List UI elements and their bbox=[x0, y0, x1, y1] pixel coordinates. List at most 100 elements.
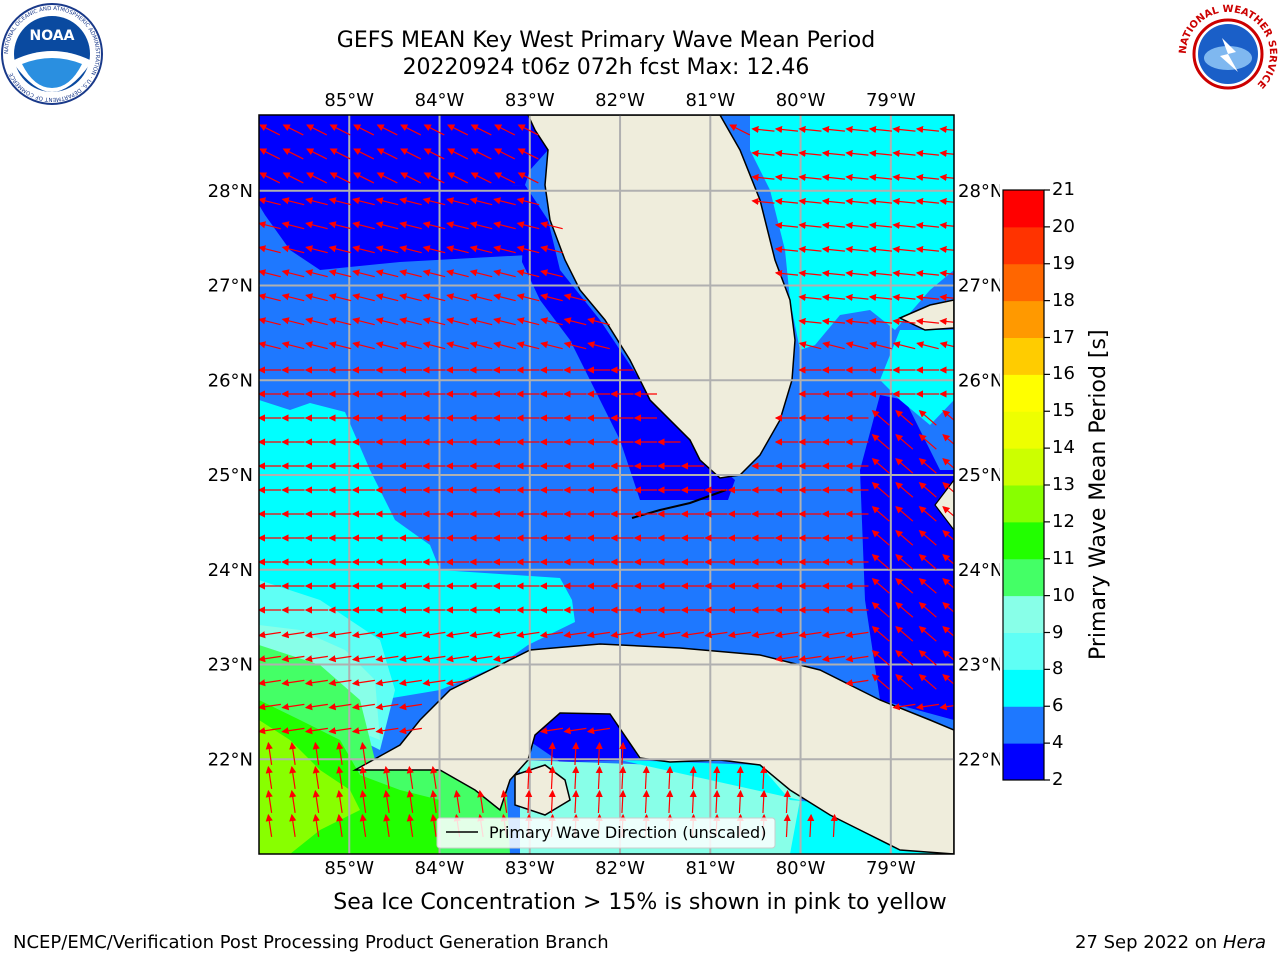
wave-direction-arrow bbox=[942, 578, 954, 589]
wave-direction-arrow bbox=[328, 655, 352, 663]
wave-direction-arrow bbox=[942, 482, 954, 493]
wave-direction-arrow bbox=[517, 172, 539, 184]
wave-direction-arrow bbox=[895, 626, 914, 642]
wave-direction-arrow bbox=[548, 789, 556, 814]
wave-direction-arrow bbox=[400, 124, 422, 136]
wave-direction-arrow bbox=[892, 221, 916, 230]
wave-direction-arrow bbox=[305, 245, 328, 254]
wave-direction-arrow bbox=[406, 813, 414, 837]
wave-direction-arrow bbox=[446, 293, 469, 302]
wave-direction-arrow bbox=[915, 173, 940, 182]
wave-direction-arrow bbox=[289, 741, 297, 765]
wave-direction-arrow bbox=[399, 269, 422, 278]
wave-direction-arrow bbox=[312, 789, 320, 813]
wave-direction-arrow bbox=[500, 789, 508, 813]
wave-direction-arrow bbox=[281, 727, 305, 735]
wave-direction-arrow bbox=[871, 458, 890, 474]
wave-direction-arrow bbox=[751, 197, 775, 206]
wave-direction-arrow bbox=[666, 789, 674, 814]
wave-direction-arrow bbox=[587, 317, 610, 326]
wave-direction-arrow bbox=[375, 703, 399, 711]
wave-direction-arrow bbox=[918, 506, 937, 522]
wave-direction-arrow bbox=[353, 148, 375, 160]
wave-direction-arrow bbox=[548, 741, 556, 766]
wave-direction-arrow bbox=[572, 789, 580, 814]
wave-direction-arrow bbox=[517, 124, 539, 136]
wave-direction-arrow bbox=[304, 679, 328, 687]
wave-direction-arrow bbox=[375, 293, 399, 302]
wave-direction-arrow bbox=[869, 341, 892, 350]
wave-direction-arrow bbox=[516, 341, 540, 350]
wave-direction-arrow bbox=[871, 434, 890, 450]
wave-direction-arrow bbox=[895, 554, 914, 570]
wave-direction-arrow bbox=[470, 172, 492, 184]
wave-direction-arrow bbox=[306, 172, 328, 184]
wave-direction-arrow bbox=[447, 172, 469, 184]
wave-direction-arrow bbox=[281, 631, 305, 639]
wave-direction-arrow bbox=[493, 245, 516, 254]
wave-direction-arrow bbox=[289, 789, 297, 813]
wave-direction-arrow bbox=[563, 341, 587, 350]
date-value: 27 Sep 2022 on bbox=[1075, 932, 1223, 953]
wave-direction-arrow bbox=[586, 727, 610, 735]
wave-direction-arrow bbox=[351, 655, 375, 663]
wave-direction-arrow bbox=[259, 703, 281, 711]
region-period-12-13 bbox=[259, 720, 360, 854]
wave-direction-arrow bbox=[328, 245, 352, 254]
wave-direction-arrow bbox=[328, 317, 352, 326]
wave-direction-arrow bbox=[548, 765, 556, 790]
wave-direction-arrow bbox=[845, 631, 869, 639]
wave-direction-arrow bbox=[783, 789, 791, 814]
wave-direction-arrow bbox=[376, 172, 398, 184]
wave-direction-arrow bbox=[516, 221, 540, 230]
wave-direction-arrow bbox=[422, 631, 446, 639]
wave-direction-arrow bbox=[259, 679, 281, 687]
wave-direction-arrow bbox=[375, 727, 399, 735]
wave-direction-arrow bbox=[494, 172, 516, 184]
wave-direction-arrow bbox=[312, 741, 320, 765]
colorbar-tick-label: 18 bbox=[1052, 289, 1075, 311]
wave-direction-arrow bbox=[915, 293, 940, 302]
colorbar-tick-label: 4 bbox=[1052, 732, 1064, 754]
wave-direction-arrow bbox=[774, 631, 798, 639]
wave-direction-arrow bbox=[942, 434, 954, 445]
wave-direction-arrow bbox=[351, 727, 375, 735]
wave-direction-arrow bbox=[399, 245, 422, 254]
wave-direction-arrow bbox=[619, 789, 627, 814]
wave-direction-arrow bbox=[336, 813, 344, 837]
wave-direction-arrow bbox=[895, 674, 914, 690]
wave-direction-arrow bbox=[563, 317, 587, 326]
wave-direction-arrow bbox=[328, 703, 352, 711]
wave-direction-arrow bbox=[892, 341, 916, 350]
wave-direction-arrow bbox=[375, 317, 399, 326]
wave-direction-arrow bbox=[359, 813, 367, 837]
wave-direction-arrow bbox=[939, 703, 954, 711]
wave-direction-arrow bbox=[868, 293, 893, 302]
wave-direction-arrow bbox=[774, 221, 799, 230]
wave-direction-arrow bbox=[868, 245, 893, 254]
wave-direction-arrow bbox=[895, 530, 914, 546]
lon-tick-label: 82°W bbox=[595, 858, 645, 879]
wave-direction-arrow bbox=[312, 765, 320, 789]
wave-direction-arrow bbox=[329, 124, 351, 136]
wave-direction-arrow bbox=[821, 245, 846, 254]
lon-tick-label: 85°W bbox=[324, 858, 374, 879]
wave-direction-arrow bbox=[259, 148, 281, 160]
lon-tick-label: 83°W bbox=[505, 90, 555, 111]
wave-direction-arrow bbox=[328, 197, 352, 206]
wave-direction-arrow bbox=[942, 410, 954, 421]
wave-direction-arrow bbox=[871, 602, 890, 618]
lat-tick-label: 23°N bbox=[208, 655, 253, 676]
wave-direction-arrow bbox=[493, 317, 516, 326]
region-period-2-4-east bbox=[860, 395, 954, 720]
wave-direction-arrow bbox=[469, 197, 493, 206]
wave-direction-arrow bbox=[918, 650, 937, 666]
wave-direction-arrow bbox=[868, 197, 893, 206]
wave-direction-arrow bbox=[689, 765, 697, 790]
wave-direction-arrow bbox=[446, 341, 469, 350]
wave-direction-arrow bbox=[892, 703, 916, 711]
wave-direction-arrow bbox=[493, 197, 516, 206]
wave-direction-arrow bbox=[892, 293, 916, 302]
wave-direction-arrow bbox=[493, 293, 516, 302]
wave-direction-arrow bbox=[352, 269, 375, 278]
